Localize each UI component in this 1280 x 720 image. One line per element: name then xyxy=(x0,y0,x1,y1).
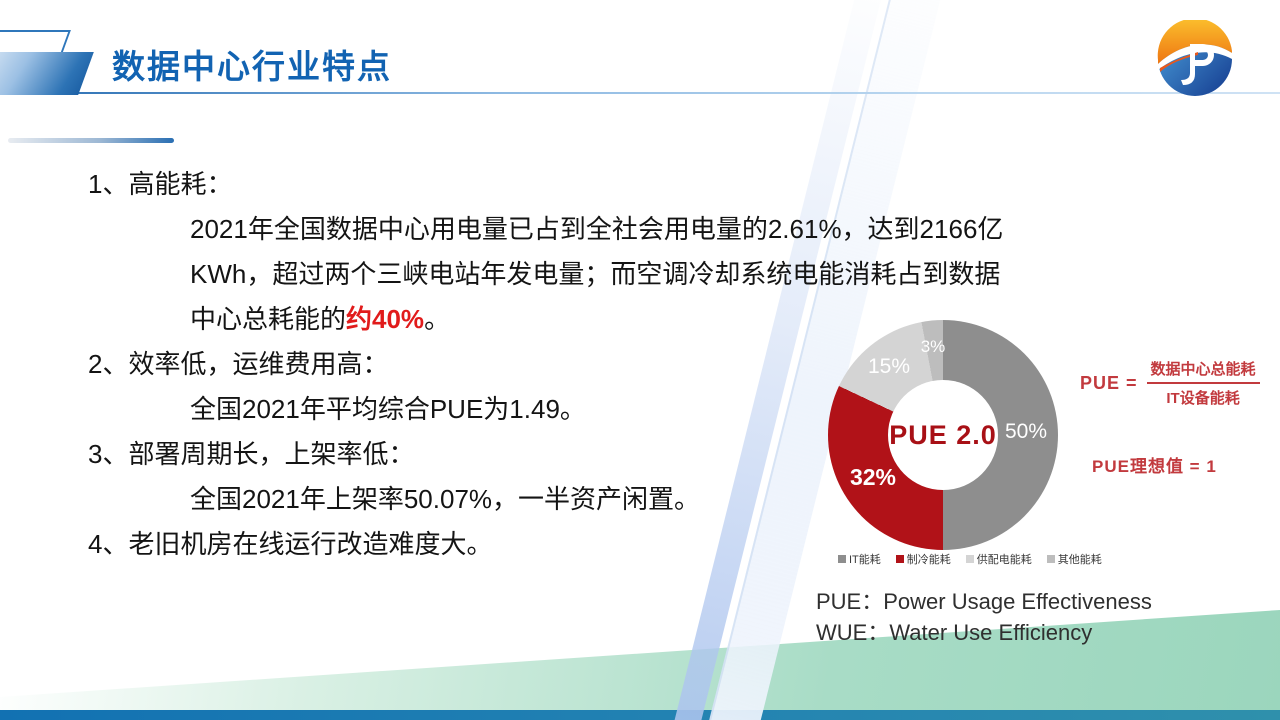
legend-item-cooling: 制冷能耗 xyxy=(895,551,951,567)
list-item-1-line-2: KWh，超过两个三峡电站年发电量；而空调冷却系统电能消耗占到数据 xyxy=(190,259,1001,289)
pue-ideal-value: PUE理想值 = 1 xyxy=(1092,457,1217,476)
list-item-1-line-3: 中心总耗能的约40%。 xyxy=(88,297,1118,342)
legend-label-power-distribution: 供配电能耗 xyxy=(976,554,1032,566)
legend-swatch-other xyxy=(1046,555,1055,563)
legend-label-it: IT能耗 xyxy=(849,554,881,566)
legend-item-other: 其他能耗 xyxy=(1046,551,1102,567)
bottom-teal-bar xyxy=(0,710,1280,720)
title-parallelogram-fill xyxy=(0,52,94,95)
legend-label-other: 其他能耗 xyxy=(1057,554,1102,566)
formula-denominator: IT设备能耗 xyxy=(1166,390,1240,407)
list-item-1-line-3-suffix: 。 xyxy=(424,304,451,334)
bullet-list: 1、高能耗： 2021年全国数据中心用电量已占到全社会用电量的2.61%，达到2… xyxy=(88,162,1118,567)
segment-label-cooling: 32% xyxy=(849,464,897,490)
page-title: 数据中心行业特点 xyxy=(112,48,392,85)
segment-label-it: 50% xyxy=(1004,420,1048,443)
donut-hole: PUE 2.0 xyxy=(888,380,998,490)
legend-label-cooling: 制冷能耗 xyxy=(906,554,951,566)
footnotes: PUE：Power Usage Effectiveness WUE：Water … xyxy=(816,586,1152,648)
legend-swatch-it xyxy=(838,555,846,563)
list-item-4-label: 4、老旧机房在线运行改造难度大。 xyxy=(88,529,493,559)
formula-numerator: 数据中心总能耗 xyxy=(1146,358,1260,384)
list-item-3-label: 3、部署周期长，上架率低： xyxy=(88,439,415,469)
legend-item-it: IT能耗 xyxy=(838,551,881,567)
legend-swatch-power-distribution xyxy=(965,555,974,563)
donut-center-label: PUE 2.0 xyxy=(889,419,997,450)
legend-swatch-cooling xyxy=(895,555,904,563)
formula-fraction: 数据中心总能耗 IT设备能耗 xyxy=(1146,358,1260,408)
footnote-wue: WUE：Water Use Efficiency xyxy=(816,620,1093,645)
footnote-pue: PUE：Power Usage Effectiveness xyxy=(816,589,1152,614)
pue-donut-chart: 50% 32% 15% 3% PUE 2.0 xyxy=(828,320,1058,550)
formula-lhs: PUE = xyxy=(1080,372,1138,393)
list-item-2-line-1: 全国2021年平均综合PUE为1.49。 xyxy=(190,394,586,424)
segment-label-other: 3% xyxy=(920,337,946,356)
title-accent-line xyxy=(8,138,174,143)
segment-label-power-distribution: 15% xyxy=(867,355,911,378)
highlight-40-percent: 约40% xyxy=(346,304,425,334)
pue-formula: PUE = 数据中心总能耗 IT设备能耗 xyxy=(1080,358,1260,408)
list-item-1-label: 1、高能耗： xyxy=(88,169,233,199)
title-underline xyxy=(76,92,1280,94)
list-item-2-label: 2、效率低，运维费用高： xyxy=(88,349,389,379)
list-item-1-line-3-prefix: 中心总耗能的 xyxy=(190,304,347,334)
chart-legend: IT能耗 制冷能耗 供配电能耗 其他能耗 xyxy=(838,551,1102,567)
legend-item-power-distribution: 供配电能耗 xyxy=(965,551,1032,567)
company-logo-icon xyxy=(1157,20,1232,96)
list-item-1-line-1: 2021年全国数据中心用电量已占到全社会用电量的2.61%，达到2166亿 xyxy=(190,214,1004,244)
list-item-3-line-1: 全国2021年上架率50.07%，一半资产闲置。 xyxy=(190,484,701,514)
